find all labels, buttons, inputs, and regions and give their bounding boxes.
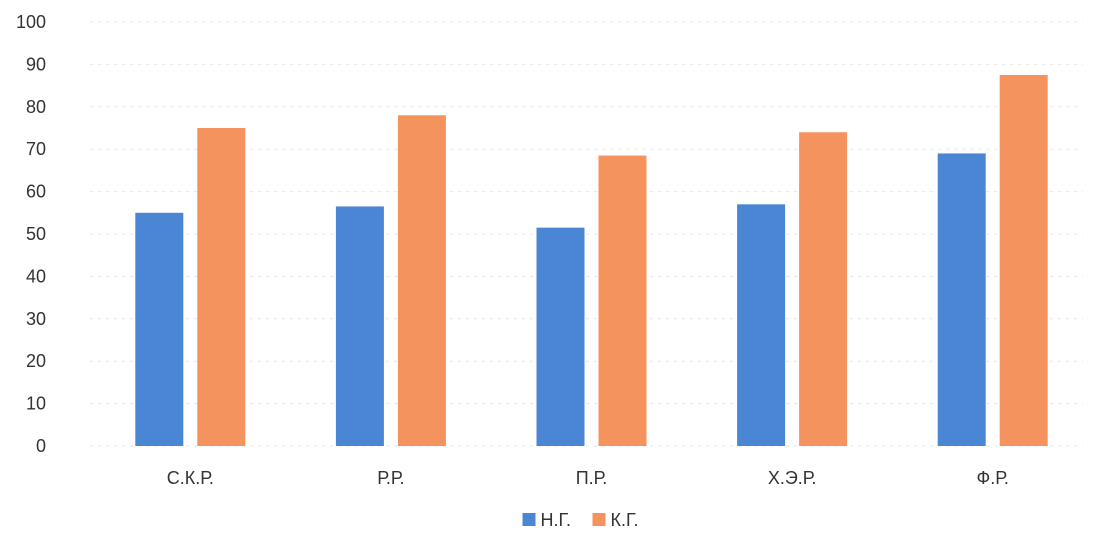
bar-series1 <box>135 212 184 446</box>
legend-label: К.Г. <box>611 510 639 530</box>
y-tick-label: 50 <box>26 224 46 244</box>
y-tick-label: 70 <box>26 139 46 159</box>
legend-label: Н.Г. <box>541 510 572 530</box>
x-category-label: Р.Р. <box>377 468 404 488</box>
y-tick-label: 20 <box>26 351 46 371</box>
x-axis-category-labels: С.К.Р. Р.Р. П.Р. Х.Э.Р. Ф.Р. <box>167 468 1009 488</box>
x-category-label: Х.Э.Р. <box>768 468 817 488</box>
y-tick-label: 10 <box>26 394 46 414</box>
x-category-label: Ф.Р. <box>977 468 1009 488</box>
x-category-label: С.К.Р. <box>167 468 214 488</box>
bar-series2 <box>598 155 647 446</box>
bar-series2 <box>999 75 1048 446</box>
y-tick-label: 60 <box>26 182 46 202</box>
x-category-label: П.Р. <box>576 468 608 488</box>
bar-series1 <box>937 153 986 446</box>
y-tick-label: 0 <box>36 436 46 456</box>
y-tick-label: 80 <box>26 97 46 117</box>
y-tick-label: 100 <box>16 12 46 32</box>
y-tick-label: 30 <box>26 309 46 329</box>
gridlines <box>90 21 1083 447</box>
y-tick-label: 40 <box>26 266 46 286</box>
legend-swatch <box>522 513 536 526</box>
bar-series2 <box>397 115 446 446</box>
bar-series1 <box>335 206 384 446</box>
bar-series2 <box>799 132 848 447</box>
legend: Н.Г. К.Г. <box>522 510 639 530</box>
y-axis-tick-labels: 0 10 20 30 40 50 60 70 80 90 100 <box>16 12 46 456</box>
bar-series2 <box>197 128 246 446</box>
y-tick-label: 90 <box>26 54 46 74</box>
bars <box>135 75 1048 447</box>
legend-swatch <box>592 513 606 526</box>
bar-series1 <box>536 227 585 446</box>
bar-series1 <box>737 204 786 446</box>
